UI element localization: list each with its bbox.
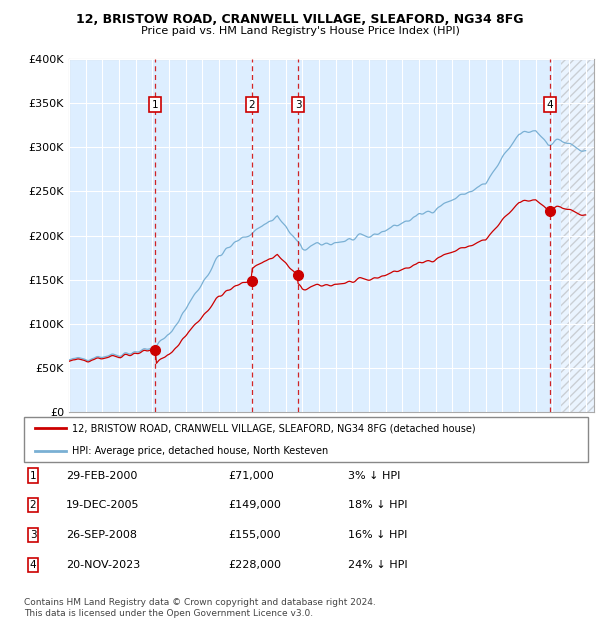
Text: 16% ↓ HPI: 16% ↓ HPI (348, 530, 407, 540)
Text: 3: 3 (29, 530, 37, 540)
Text: 2: 2 (29, 500, 37, 510)
Text: 2: 2 (248, 100, 255, 110)
Text: £155,000: £155,000 (228, 530, 281, 540)
Text: 24% ↓ HPI: 24% ↓ HPI (348, 560, 407, 570)
Text: Price paid vs. HM Land Registry's House Price Index (HPI): Price paid vs. HM Land Registry's House … (140, 26, 460, 36)
Text: 26-SEP-2008: 26-SEP-2008 (66, 530, 137, 540)
Text: 3: 3 (295, 100, 301, 110)
Text: £71,000: £71,000 (228, 471, 274, 480)
Text: 3% ↓ HPI: 3% ↓ HPI (348, 471, 400, 480)
Text: 19-DEC-2005: 19-DEC-2005 (66, 500, 139, 510)
Text: 1: 1 (29, 471, 37, 480)
Text: 20-NOV-2023: 20-NOV-2023 (66, 560, 140, 570)
Text: 4: 4 (29, 560, 37, 570)
Text: £149,000: £149,000 (228, 500, 281, 510)
Text: £228,000: £228,000 (228, 560, 281, 570)
Text: 12, BRISTOW ROAD, CRANWELL VILLAGE, SLEAFORD, NG34 8FG (detached house): 12, BRISTOW ROAD, CRANWELL VILLAGE, SLEA… (72, 423, 476, 433)
Text: 18% ↓ HPI: 18% ↓ HPI (348, 500, 407, 510)
Text: 29-FEB-2000: 29-FEB-2000 (66, 471, 137, 480)
Text: HPI: Average price, detached house, North Kesteven: HPI: Average price, detached house, Nort… (72, 446, 328, 456)
Text: 12, BRISTOW ROAD, CRANWELL VILLAGE, SLEAFORD, NG34 8FG: 12, BRISTOW ROAD, CRANWELL VILLAGE, SLEA… (76, 13, 524, 26)
Text: 4: 4 (547, 100, 554, 110)
Text: Contains HM Land Registry data © Crown copyright and database right 2024.: Contains HM Land Registry data © Crown c… (24, 598, 376, 607)
Text: This data is licensed under the Open Government Licence v3.0.: This data is licensed under the Open Gov… (24, 609, 313, 618)
Text: 1: 1 (152, 100, 158, 110)
